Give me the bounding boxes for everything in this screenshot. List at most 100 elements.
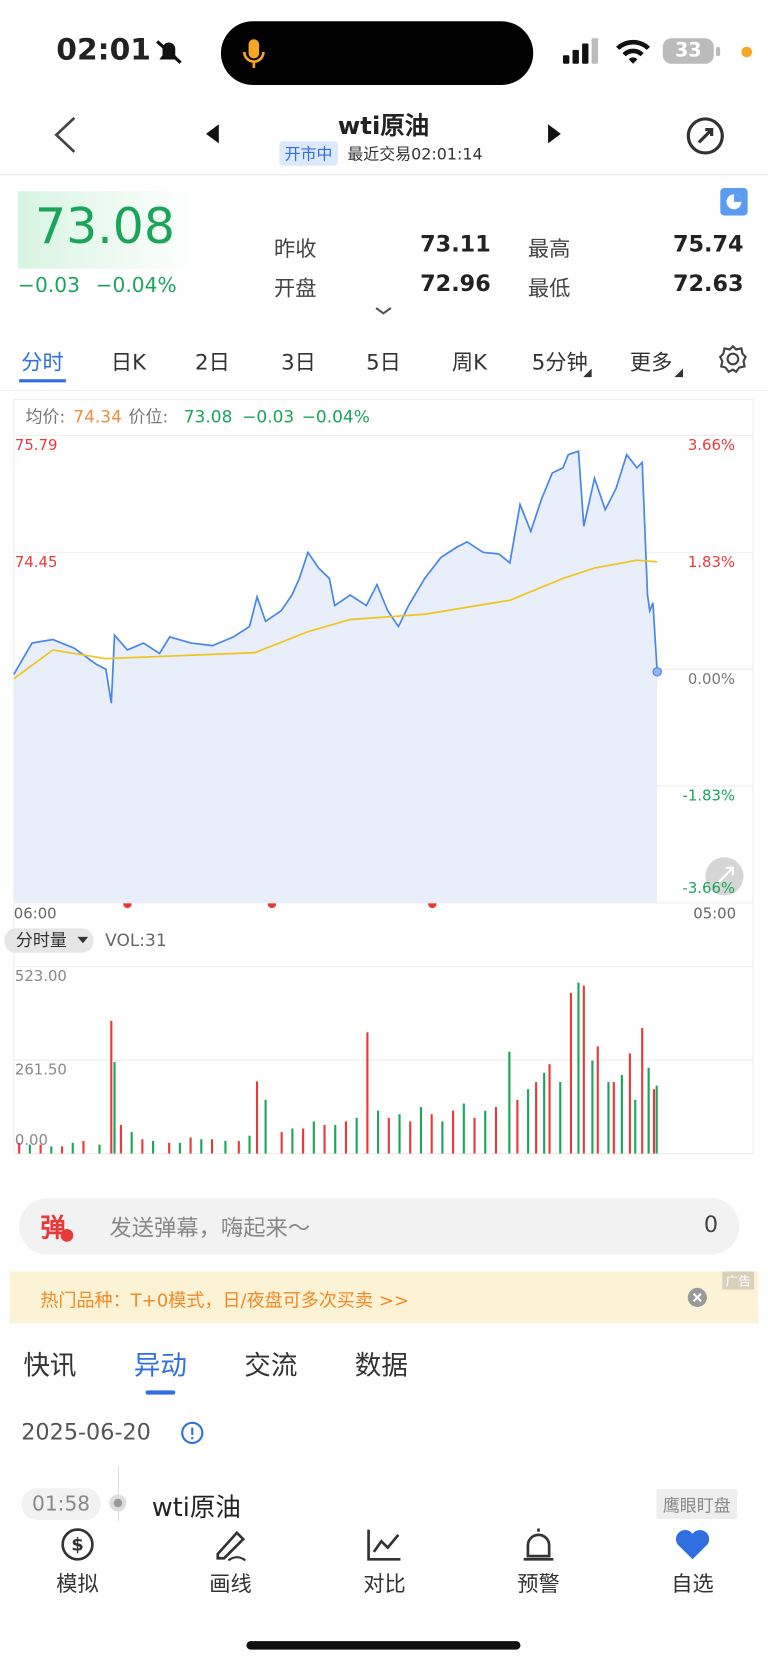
nav-label[interactable]: 模拟 — [56, 1570, 99, 1597]
price-change-pct: −0.04% — [95, 274, 177, 298]
period-tab[interactable]: 周K — [451, 349, 488, 375]
stat-value: 73.11 — [420, 231, 491, 258]
volume-bar — [452, 1110, 455, 1154]
volume-bar — [82, 1141, 85, 1154]
x-tick-label: 06:00 — [14, 905, 57, 923]
danmaku-icon-badge — [60, 1228, 74, 1242]
volume-bar — [366, 1032, 369, 1154]
period-tab[interactable]: 3日 — [281, 349, 316, 375]
volume-bar — [494, 1107, 498, 1154]
period-tab[interactable]: 更多 — [629, 349, 673, 375]
info-icon[interactable] — [181, 1421, 204, 1445]
volume-bar — [612, 1082, 615, 1154]
period-tab[interactable]: 5日 — [366, 349, 401, 375]
stat-value: 72.96 — [420, 270, 491, 297]
y2-tick-label: 0.00% — [688, 670, 735, 688]
volume-selector-label[interactable]: 分时量 — [16, 931, 67, 951]
battery-tip — [715, 46, 721, 57]
svg-text:$: $ — [71, 1535, 84, 1556]
nav-icon[interactable] — [673, 1526, 711, 1562]
next-button[interactable] — [546, 123, 563, 144]
price-change: −0.03 — [18, 274, 80, 298]
nav-icon[interactable]: $ — [58, 1526, 96, 1562]
danmaku-input[interactable] — [19, 1198, 740, 1255]
series-line — [13, 450, 659, 704]
divider — [0, 174, 768, 176]
y2-tick-label: 1.83% — [688, 553, 735, 571]
price-change: −0.03 — [242, 407, 294, 427]
settings-button[interactable] — [718, 344, 748, 374]
price-label: 价位: — [129, 407, 169, 427]
volume-bar — [577, 982, 580, 1154]
y2-tick-label: -1.83% — [682, 787, 735, 805]
y-tick-label: 261.50 — [15, 1061, 67, 1079]
news-time-text: 01:58 — [31, 1492, 91, 1516]
avg-value: 74.34 — [73, 407, 122, 427]
volume-bar — [18, 1142, 21, 1154]
news-tab[interactable]: 数据 — [354, 1350, 408, 1381]
privacy-dot — [741, 46, 753, 58]
y-tick-label: 75.79 — [15, 436, 58, 454]
last-trade: 最近交易02:01:14 — [347, 144, 483, 164]
volume-bar — [484, 1110, 487, 1154]
nav-icon[interactable] — [211, 1526, 249, 1562]
volume-bar — [60, 1146, 64, 1154]
danmaku-count: 0 — [703, 1211, 719, 1238]
pie-icon[interactable] — [720, 188, 748, 216]
volume-selector[interactable] — [4, 928, 94, 953]
avg-label: 均价: — [25, 407, 65, 427]
refresh-button[interactable] — [684, 115, 726, 157]
volume-bar — [516, 1099, 519, 1154]
mic-icon — [242, 39, 265, 68]
price-value: 73.08 — [184, 407, 233, 427]
news-tab[interactable]: 异动 — [133, 1350, 187, 1381]
nav-label[interactable]: 对比 — [363, 1570, 406, 1597]
danmaku-placeholder[interactable]: 发送弹幕，嗨起来～ — [109, 1215, 311, 1241]
nav-label[interactable]: 画线 — [209, 1570, 252, 1597]
volume-bar — [302, 1128, 305, 1154]
ad-banner[interactable] — [9, 1271, 759, 1324]
dropdown-mark — [674, 368, 683, 378]
wifi-icon — [616, 39, 651, 64]
expand-chevron[interactable] — [374, 306, 393, 317]
volume-bar — [200, 1139, 203, 1154]
volume-bar — [334, 1124, 337, 1154]
stat-value: 75.74 — [672, 231, 744, 258]
news-tab[interactable]: 交流 — [244, 1350, 298, 1381]
volume-bar — [559, 1082, 562, 1154]
prev-button[interactable] — [204, 123, 221, 144]
volume-bar — [462, 1103, 465, 1154]
status-time: 02:01 — [56, 31, 151, 67]
home-indicator — [246, 1641, 521, 1650]
volume-bar — [473, 1117, 476, 1154]
news-tab[interactable]: 快讯 — [23, 1350, 77, 1381]
news-title[interactable]: wti原油 — [151, 1492, 241, 1523]
back-button[interactable] — [51, 115, 79, 155]
period-tab[interactable]: 2日 — [195, 349, 230, 375]
volume-bar — [152, 1141, 155, 1154]
period-tab[interactable]: 日K — [110, 349, 147, 375]
nav-icon[interactable] — [519, 1526, 557, 1562]
period-tab[interactable]: 5分钟 — [531, 349, 588, 375]
mute-icon — [156, 40, 182, 64]
volume-bar — [548, 1064, 551, 1154]
nav-label[interactable]: 自选 — [671, 1570, 714, 1597]
volume-bar — [291, 1128, 294, 1154]
ad-close[interactable] — [687, 1287, 707, 1308]
nav-icon[interactable] — [365, 1526, 403, 1562]
ad-text[interactable]: 热门品种：T+0模式，日/夜盘可多次买卖 >> — [40, 1290, 410, 1312]
y2-tick-label: -3.66% — [682, 879, 735, 897]
volume-bar — [430, 1114, 433, 1154]
volume-bar — [641, 1028, 644, 1154]
period-tab[interactable]: 分时 — [21, 349, 64, 375]
volume-bar — [39, 1144, 42, 1154]
volume-bar — [130, 1132, 133, 1154]
y-tick-label: 523.00 — [15, 967, 67, 985]
nav-label[interactable]: 预警 — [517, 1570, 560, 1597]
y-tick-label: 0.00 — [15, 1131, 48, 1149]
price-highlight — [18, 191, 197, 269]
news-tag: 鹰眼盯盘 — [656, 1489, 738, 1519]
volume-bar — [620, 1074, 623, 1154]
